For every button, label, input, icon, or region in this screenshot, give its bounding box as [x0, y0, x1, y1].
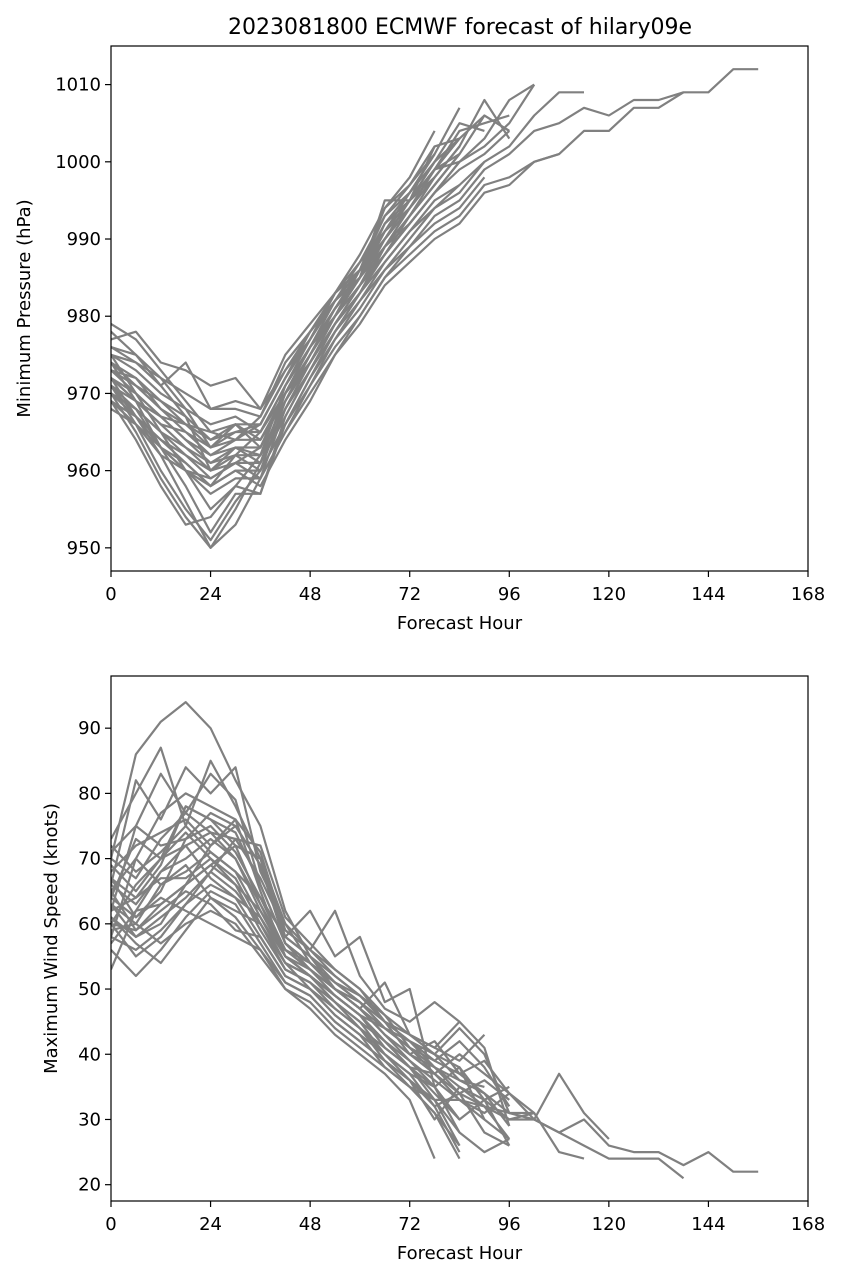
pressure-x-tick-label: 24 — [199, 584, 222, 605]
wind-x-tick-label: 48 — [299, 1214, 322, 1235]
pressure-series-line-17 — [111, 153, 560, 488]
pressure-y-tick-label: 1000 — [55, 152, 101, 173]
pressure-panel: 0 24 48 72 96 120 144 168 950 960 970 980 990 1000 101… — [14, 45, 825, 634]
pressure-y-tick-label: 1010 — [55, 75, 101, 96]
pressure-series-line-25 — [111, 137, 461, 472]
pressure-series-line-12 — [111, 91, 584, 480]
pressure-series-line-20 — [111, 137, 461, 549]
pressure-x-tick-label: 72 — [398, 584, 421, 605]
wind-y-tick-label: 50 — [78, 979, 101, 1000]
pressure-series-line-29 — [111, 153, 436, 480]
wind-x-tick-label: 24 — [199, 1214, 222, 1235]
pressure-y-tick-label: 980 — [67, 306, 101, 327]
wind-series-line-27 — [111, 818, 511, 1114]
wind-x-tick-label: 144 — [691, 1214, 725, 1235]
wind-series-group — [111, 700, 759, 1180]
pressure-series-line-7 — [111, 84, 536, 457]
wind-series-line-24 — [111, 811, 510, 1095]
pressure-series-line-9 — [111, 83, 535, 464]
pressure-y-tick-label: 990 — [67, 229, 101, 250]
wind-series-line-20 — [111, 863, 759, 1173]
wind-x-tick-label: 72 — [398, 1214, 421, 1235]
pressure-x-tick-label: 120 — [592, 584, 626, 605]
pressure-series-line-27 — [111, 160, 460, 449]
wind-y-tick-label: 70 — [78, 849, 101, 870]
wind-series-line-17 — [111, 909, 436, 1160]
pressure-y-axis-label: Minimum Pressure (hPa) — [14, 199, 35, 417]
wind-series-line-25 — [111, 805, 510, 1101]
pressure-axes-frame — [110, 45, 809, 572]
wind-x-axis-label: Forecast Hour — [397, 1243, 523, 1264]
pressure-y-tick-label: 970 — [67, 383, 101, 404]
pressure-x-tick-label: 168 — [791, 584, 825, 605]
wind-series-line-28 — [111, 837, 511, 1127]
pressure-series-line-2 — [111, 107, 461, 418]
wind-x-tick-label: 168 — [791, 1214, 825, 1235]
pressure-y-tick-label: 960 — [67, 461, 101, 482]
pressure-series-line-15 — [111, 176, 486, 480]
wind-series-line-21 — [111, 844, 685, 1180]
pressure-series-line-26 — [111, 161, 436, 441]
wind-series-line-0 — [111, 700, 485, 1088]
wind-series-line-26 — [111, 811, 511, 1107]
wind-axes-frame — [110, 675, 809, 1202]
pressure-y-tick-label: 950 — [67, 538, 101, 559]
wind-panel: 0 24 48 72 96 120 144 168 20 30 40 50 60 70 80 90 Foreca… — [41, 675, 825, 1264]
wind-y-tick-label: 60 — [78, 914, 101, 935]
pressure-series-group — [111, 68, 759, 549]
wind-x-tick-label: 96 — [498, 1214, 521, 1235]
wind-series-line-5 — [111, 805, 610, 1140]
wind-series-line-29 — [111, 844, 511, 1127]
pressure-series-line-16 — [111, 91, 685, 495]
wind-x-tick-label: 120 — [592, 1214, 626, 1235]
wind-y-tick-label: 40 — [78, 1044, 101, 1065]
pressure-x-tick-label: 48 — [299, 584, 322, 605]
pressure-series-line-23 — [111, 130, 436, 526]
wind-y-tick-label: 20 — [78, 1175, 101, 1196]
wind-y-tick-label: 30 — [78, 1109, 101, 1130]
chart-title: 2023081800 ECMWF forecast of hilary09e — [228, 15, 692, 40]
wind-x-tick-label: 0 — [105, 1214, 116, 1235]
pressure-series-line-19 — [111, 153, 461, 534]
pressure-x-axis-label: Forecast Hour — [397, 613, 523, 634]
pressure-x-tick-label: 96 — [498, 584, 521, 605]
wind-y-tick-label: 90 — [78, 718, 101, 739]
wind-y-tick-label: 80 — [78, 783, 101, 804]
pressure-x-tick-label: 144 — [691, 584, 725, 605]
wind-series-line-19 — [111, 890, 461, 1160]
pressure-x-tick-label: 0 — [105, 584, 116, 605]
wind-y-axis-label: Maximum Wind Speed (knots) — [41, 803, 62, 1074]
